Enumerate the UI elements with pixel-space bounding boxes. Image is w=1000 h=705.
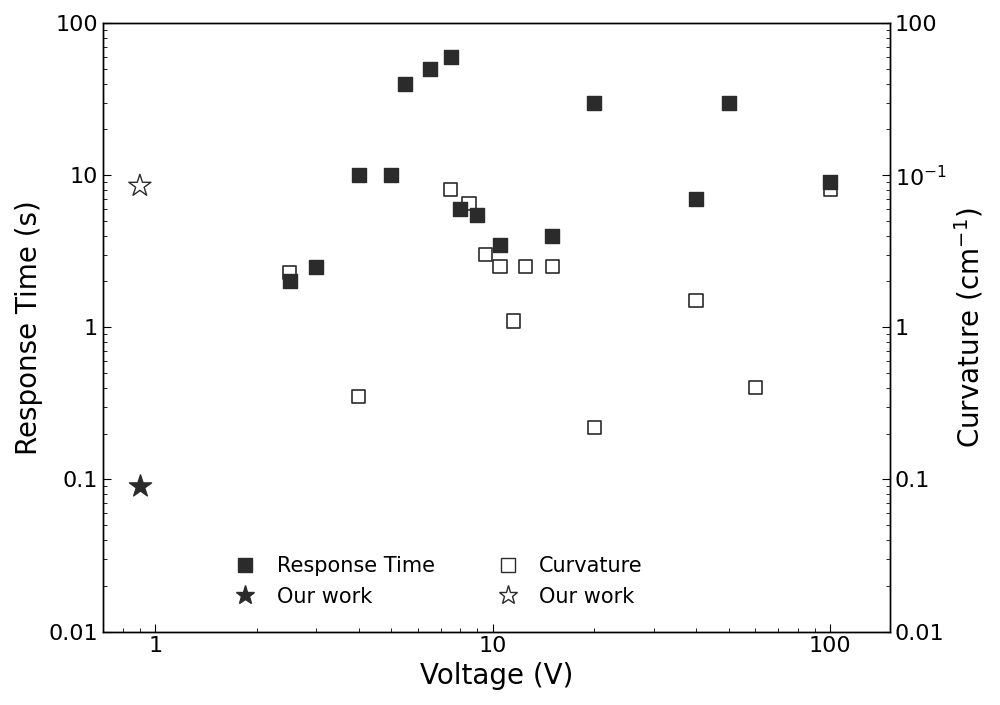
- Our work: [132, 481, 148, 492]
- Response Time: [544, 230, 560, 241]
- Our work: [132, 180, 148, 192]
- Curvature: [518, 261, 534, 272]
- Response Time: [351, 169, 367, 180]
- Response Time: [383, 169, 399, 180]
- Curvature: [351, 391, 367, 403]
- Legend: Response Time, Our work, Curvature, Our work: Response Time, Our work, Curvature, Our …: [216, 548, 651, 615]
- Y-axis label: Curvature (cm$^{-1}$): Curvature (cm$^{-1}$): [952, 207, 985, 448]
- Response Time: [469, 209, 485, 220]
- Curvature: [461, 198, 477, 209]
- X-axis label: Voltage (V): Voltage (V): [420, 662, 573, 690]
- Y-axis label: Response Time (s): Response Time (s): [15, 200, 43, 455]
- Response Time: [308, 261, 324, 272]
- Curvature: [586, 422, 602, 433]
- Curvature: [747, 382, 763, 393]
- Curvature: [443, 184, 459, 195]
- Response Time: [282, 276, 298, 287]
- Response Time: [688, 193, 704, 204]
- Response Time: [721, 97, 737, 108]
- Response Time: [452, 203, 468, 214]
- Curvature: [822, 184, 838, 195]
- Response Time: [397, 78, 413, 90]
- Curvature: [688, 295, 704, 306]
- Response Time: [586, 97, 602, 108]
- Response Time: [822, 176, 838, 188]
- Response Time: [443, 51, 459, 63]
- Curvature: [282, 266, 298, 278]
- Curvature: [477, 249, 493, 260]
- Response Time: [492, 239, 508, 250]
- Curvature: [492, 261, 508, 272]
- Curvature: [544, 261, 560, 272]
- Response Time: [422, 63, 438, 75]
- Curvature: [505, 315, 521, 326]
